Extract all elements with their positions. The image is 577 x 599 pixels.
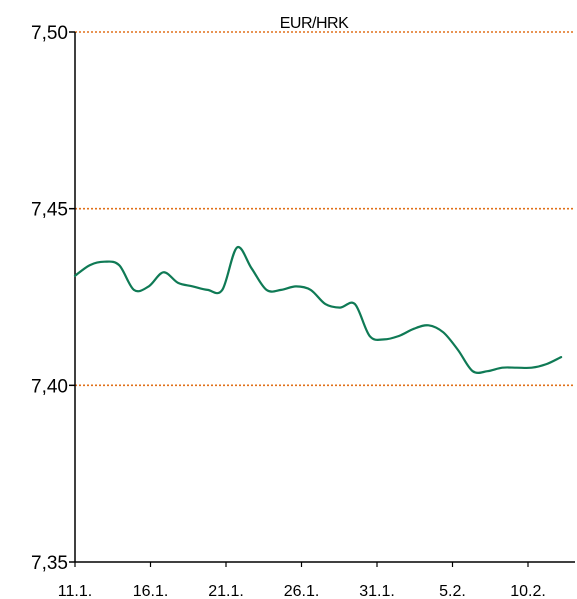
gridlines — [75, 31, 575, 387]
x-tick-label: 21.1. — [208, 583, 244, 599]
y-tick-label: 7,50 — [31, 23, 68, 44]
y-tick-label: 7,45 — [31, 200, 68, 221]
chart-title: EUR/HRK — [280, 15, 349, 32]
x-tick-label: 31.1. — [359, 583, 395, 599]
axes — [69, 31, 575, 567]
x-tick-label: 5.2. — [439, 583, 466, 599]
series-line-0 — [73, 246, 563, 374]
tick-labels: 7,35 7,40 7,45 7,50 11.1. 16.1. 21.1. 26.1. 31.1… — [31, 23, 546, 599]
y-tick-label: 7,40 — [31, 376, 68, 397]
x-tick-label: 16.1. — [133, 583, 169, 599]
x-tick-label: 26.1. — [284, 583, 320, 599]
x-tick-label: 11.1. — [58, 583, 92, 599]
series-layer — [73, 246, 563, 374]
x-tick-label: 10.2. — [510, 583, 546, 599]
y-tick-label: 7,35 — [31, 553, 68, 574]
